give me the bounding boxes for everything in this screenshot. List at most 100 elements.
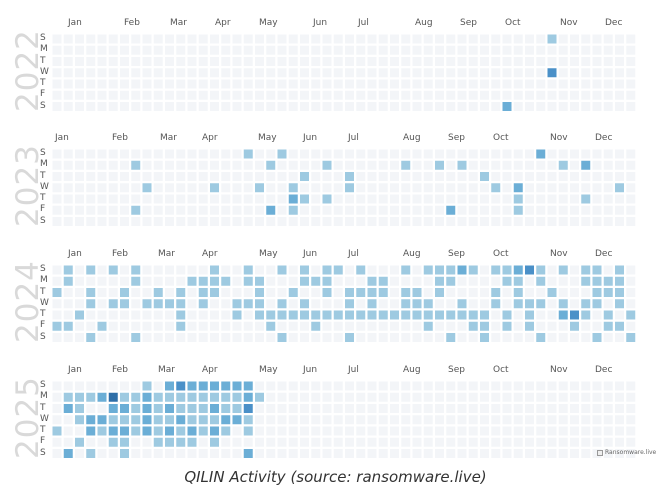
empty-cell <box>615 437 624 447</box>
empty-cell <box>570 172 579 181</box>
empty-cell <box>255 194 264 204</box>
activity-cell <box>502 310 512 320</box>
empty-cell <box>356 149 366 159</box>
empty-cell <box>615 172 624 181</box>
activity-cell <box>52 288 62 297</box>
empty-cell <box>603 90 613 100</box>
empty-cell <box>333 194 343 204</box>
empty-cell <box>502 415 512 425</box>
activity-cell <box>277 265 287 275</box>
activity-cell <box>277 333 287 342</box>
empty-cell <box>491 172 501 181</box>
activity-cell <box>131 392 141 402</box>
activity-cell <box>570 310 579 320</box>
empty-cell <box>536 205 546 215</box>
empty-cell <box>210 310 219 320</box>
empty-cell <box>277 194 287 204</box>
empty-cell <box>581 90 591 100</box>
empty-cell <box>142 172 152 181</box>
empty-cell <box>367 34 377 44</box>
activity-cell <box>243 415 253 425</box>
empty-cell <box>378 392 388 402</box>
empty-cell <box>86 57 96 66</box>
empty-cell <box>131 321 141 331</box>
empty-cell <box>446 57 456 66</box>
month-label: Jul <box>348 365 359 375</box>
empty-cell <box>108 381 118 391</box>
empty-cell <box>255 449 264 458</box>
empty-cell <box>390 426 399 436</box>
month-label: Jan <box>68 249 82 259</box>
empty-cell <box>266 437 276 447</box>
empty-cell <box>75 333 84 342</box>
empty-cell <box>615 217 624 226</box>
empty-cell <box>513 45 523 55</box>
empty-cell <box>311 437 321 447</box>
empty-cell <box>120 172 129 181</box>
empty-cell <box>457 172 467 181</box>
empty-cell <box>592 34 602 44</box>
empty-cell <box>243 217 253 226</box>
empty-cell <box>480 437 489 447</box>
empty-cell <box>423 333 433 342</box>
empty-cell <box>187 299 197 309</box>
empty-cell <box>603 415 613 425</box>
activity-cell <box>615 288 624 297</box>
empty-cell <box>86 90 96 100</box>
empty-cell <box>513 404 523 413</box>
empty-cell <box>266 299 276 309</box>
empty-cell <box>300 57 309 66</box>
empty-cell <box>502 404 512 413</box>
empty-cell <box>131 68 141 78</box>
activity-cell <box>345 299 354 309</box>
empty-cell <box>581 57 591 66</box>
empty-cell <box>322 68 332 78</box>
empty-cell <box>536 45 546 55</box>
empty-cell <box>266 381 276 391</box>
empty-cell <box>356 404 366 413</box>
empty-cell <box>423 90 433 100</box>
empty-cell <box>165 217 174 226</box>
empty-cell <box>52 265 62 275</box>
activity-cell <box>187 276 197 286</box>
empty-cell <box>333 34 343 44</box>
empty-cell <box>75 45 84 55</box>
empty-cell <box>435 404 444 413</box>
empty-cell <box>120 149 129 159</box>
empty-cell <box>187 449 197 458</box>
activity-cell <box>547 68 557 78</box>
activity-cell <box>165 437 174 447</box>
empty-cell <box>412 45 422 55</box>
empty-cell <box>288 426 298 436</box>
day-label: M <box>40 391 48 402</box>
empty-cell <box>615 194 624 204</box>
empty-cell <box>176 102 186 111</box>
empty-cell <box>547 392 557 402</box>
empty-cell <box>333 149 343 159</box>
empty-cell <box>626 321 636 331</box>
empty-cell <box>468 426 478 436</box>
activity-cell <box>187 381 197 391</box>
empty-cell <box>468 183 478 193</box>
day-label: T <box>40 309 46 319</box>
empty-cell <box>300 183 309 193</box>
empty-cell <box>322 149 332 159</box>
empty-cell <box>63 34 73 44</box>
activity-cell <box>131 333 141 342</box>
empty-cell <box>210 321 219 331</box>
activity-cell <box>513 205 523 215</box>
activity-cell <box>345 288 354 297</box>
empty-cell <box>412 79 422 89</box>
empty-cell <box>581 321 591 331</box>
empty-cell <box>435 34 444 44</box>
empty-cell <box>345 426 354 436</box>
activity-cell <box>592 265 602 275</box>
empty-cell <box>86 205 96 215</box>
activity-cell <box>86 449 96 458</box>
empty-cell <box>266 57 276 66</box>
month-label: Mar <box>170 18 187 28</box>
empty-cell <box>277 102 287 111</box>
activity-cell <box>243 299 253 309</box>
empty-cell <box>108 333 118 342</box>
